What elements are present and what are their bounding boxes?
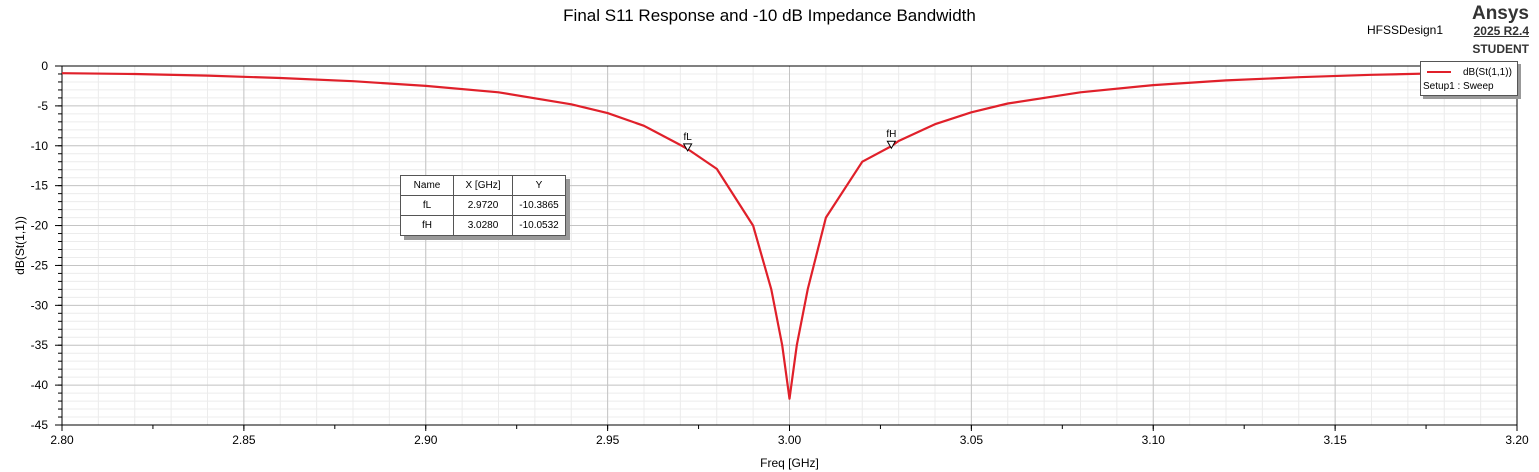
x-tick-label: 3.10 xyxy=(1142,433,1166,447)
chart-title: Final S11 Response and -10 dB Impedance … xyxy=(563,6,976,25)
x-tick-label: 2.80 xyxy=(50,433,74,447)
y-tick-label: -5 xyxy=(37,99,48,113)
marker-cell-x: 3.0280 xyxy=(453,215,513,236)
y-tick-label: -10 xyxy=(31,139,49,153)
marker-header-y: Y xyxy=(512,175,566,196)
x-tick-label: 2.90 xyxy=(414,433,438,447)
y-axis-label: dB(St(1,1)) xyxy=(13,216,27,275)
marker-triangle xyxy=(682,143,693,152)
brand-edition: STUDENT xyxy=(1472,42,1529,56)
legend-setup-label: Setup1 : Sweep xyxy=(1423,81,1494,92)
marker-cell-y: -10.3865 xyxy=(512,195,566,216)
x-tick-label: 2.85 xyxy=(232,433,256,447)
marker-table-row: fH 3.0280 -10.0532 xyxy=(400,215,566,236)
marker-triangle xyxy=(886,140,897,150)
x-tick-label: 3.05 xyxy=(960,433,984,447)
marker-cell-y: -10.0532 xyxy=(512,215,566,236)
x-tick-label: 3.20 xyxy=(1505,433,1529,447)
y-tick-label: -35 xyxy=(31,338,49,352)
marker-table-header: Name X [GHz] Y xyxy=(400,175,566,196)
brand-logo: Ansys 2025 R2.4 STUDENT xyxy=(1472,4,1529,57)
legend-swatch xyxy=(1427,71,1451,73)
legend-trace-label: dB(St(1,1)) xyxy=(1463,66,1512,78)
marker-table[interactable]: Name X [GHz] Y fL 2.9720 -10.3865 fH 3.0… xyxy=(400,175,566,236)
x-tick-label: 2.95 xyxy=(596,433,620,447)
marker-header-x: X [GHz] xyxy=(453,175,513,196)
brand-version: 2025 R2.4 xyxy=(1473,24,1529,38)
y-tick-label: -20 xyxy=(31,219,49,233)
brand-name: Ansys xyxy=(1471,3,1529,24)
y-tick-label: -25 xyxy=(31,258,49,272)
marker-cell-name: fH xyxy=(400,215,454,236)
marker-cell-name: fL xyxy=(400,195,454,216)
series-line-s11 xyxy=(61,71,1518,400)
legend[interactable]: dB(St(1,1)) Setup1 : Sweep xyxy=(1420,61,1518,96)
marker-header-name: Name xyxy=(400,175,454,196)
design-name: HFSSDesign1 xyxy=(1367,23,1444,37)
x-tick-label: 3.00 xyxy=(778,433,802,447)
x-tick-label: 3.15 xyxy=(1323,433,1347,447)
y-tick-label: -15 xyxy=(31,179,49,193)
marker-label: fL xyxy=(683,132,692,143)
y-tick-label: -40 xyxy=(31,378,49,392)
y-tick-label: -45 xyxy=(31,418,49,432)
x-axis-label: Freq [GHz] xyxy=(760,456,819,470)
marker-cell-x: 2.9720 xyxy=(453,195,513,216)
marker-table-row: fL 2.9720 -10.3865 xyxy=(400,195,566,216)
marker-label: fH xyxy=(886,129,896,140)
y-tick-label: -30 xyxy=(31,298,49,312)
y-tick-label: 0 xyxy=(41,59,48,73)
